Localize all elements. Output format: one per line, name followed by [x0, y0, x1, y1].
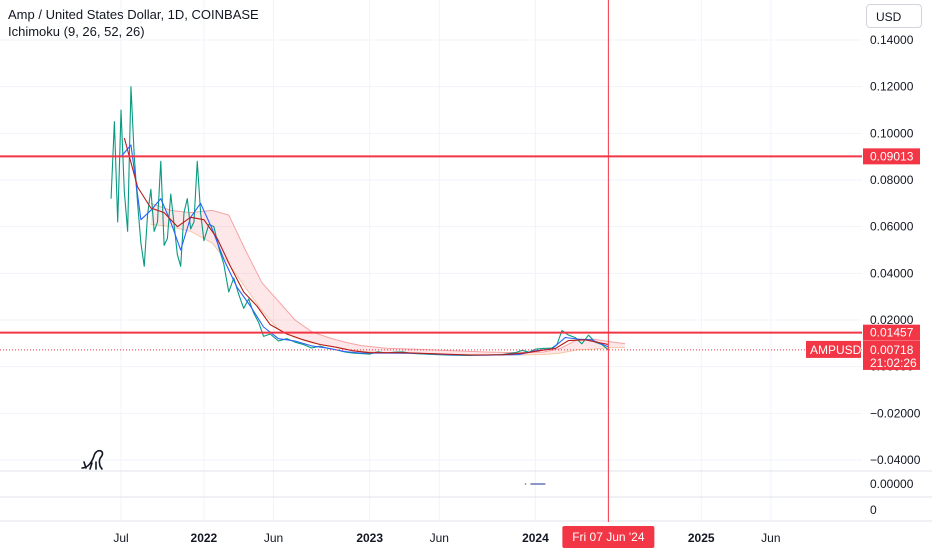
symbol-tag-label: AMPUSD: [810, 343, 862, 357]
symbol-tag: [806, 340, 861, 358]
indicator-label[interactable]: Ichimoku (9, 26, 52, 26): [8, 24, 145, 39]
countdown-label: 21:02:26: [870, 356, 917, 370]
chart-legend: Amp / United States Dollar, 1D, COINBASE…: [8, 6, 259, 40]
y-tick-label: 0.10000: [870, 126, 914, 140]
symbol-title: Amp / United States Dollar, 1D, COINBASE: [8, 7, 259, 22]
volume-y-tick: 0.00000: [870, 477, 914, 491]
cloud-span-b: [150, 223, 625, 356]
crosshair-date-tag: [562, 526, 655, 548]
y-tick-label: 0.04000: [870, 266, 914, 280]
dinosaur-icon: [81, 449, 104, 470]
x-tick-label: 2024: [522, 531, 549, 545]
y-tick-label: −0.02000: [870, 406, 921, 420]
hline-price-label: 0.09013: [870, 149, 914, 163]
y-tick-label: 0.06000: [870, 220, 914, 234]
currency-button[interactable]: USD: [866, 4, 922, 28]
x-tick-label: 2025: [688, 531, 715, 545]
hline-price-tag: [863, 324, 920, 341]
y-tick-label: 0.08000: [870, 173, 914, 187]
y-tick-label: 0.02000: [870, 313, 914, 327]
series-price: [110, 86, 609, 357]
hline-price-tag: [863, 148, 920, 165]
x-tick-label: 2023: [356, 531, 383, 545]
x-tick-label: Jun: [761, 531, 780, 545]
series-base: [123, 137, 609, 356]
y-tick-label: −0.04000: [870, 453, 921, 467]
last-price-tag: [863, 340, 920, 370]
x-tick-label: 2022: [191, 531, 218, 545]
hline-price-label: 0.01457: [870, 326, 914, 340]
cloud-span-a: [150, 202, 626, 354]
x-tick-label: Jun: [430, 531, 449, 545]
x-tick-label: Jul: [113, 531, 128, 545]
x-tick-label: Jun: [264, 531, 283, 545]
volume-dot: [524, 483, 527, 485]
ichimoku-cloud: [150, 203, 625, 355]
series-conversion: [120, 144, 609, 356]
y-tick-label: 0.12000: [870, 80, 914, 94]
pane3-y-tick: 0: [870, 503, 877, 517]
last-price-label: 0.00718: [870, 343, 914, 357]
y-tick-label: 0.14000: [870, 33, 914, 47]
crosshair-date-label: Fri 07 Jun '24: [572, 530, 645, 544]
